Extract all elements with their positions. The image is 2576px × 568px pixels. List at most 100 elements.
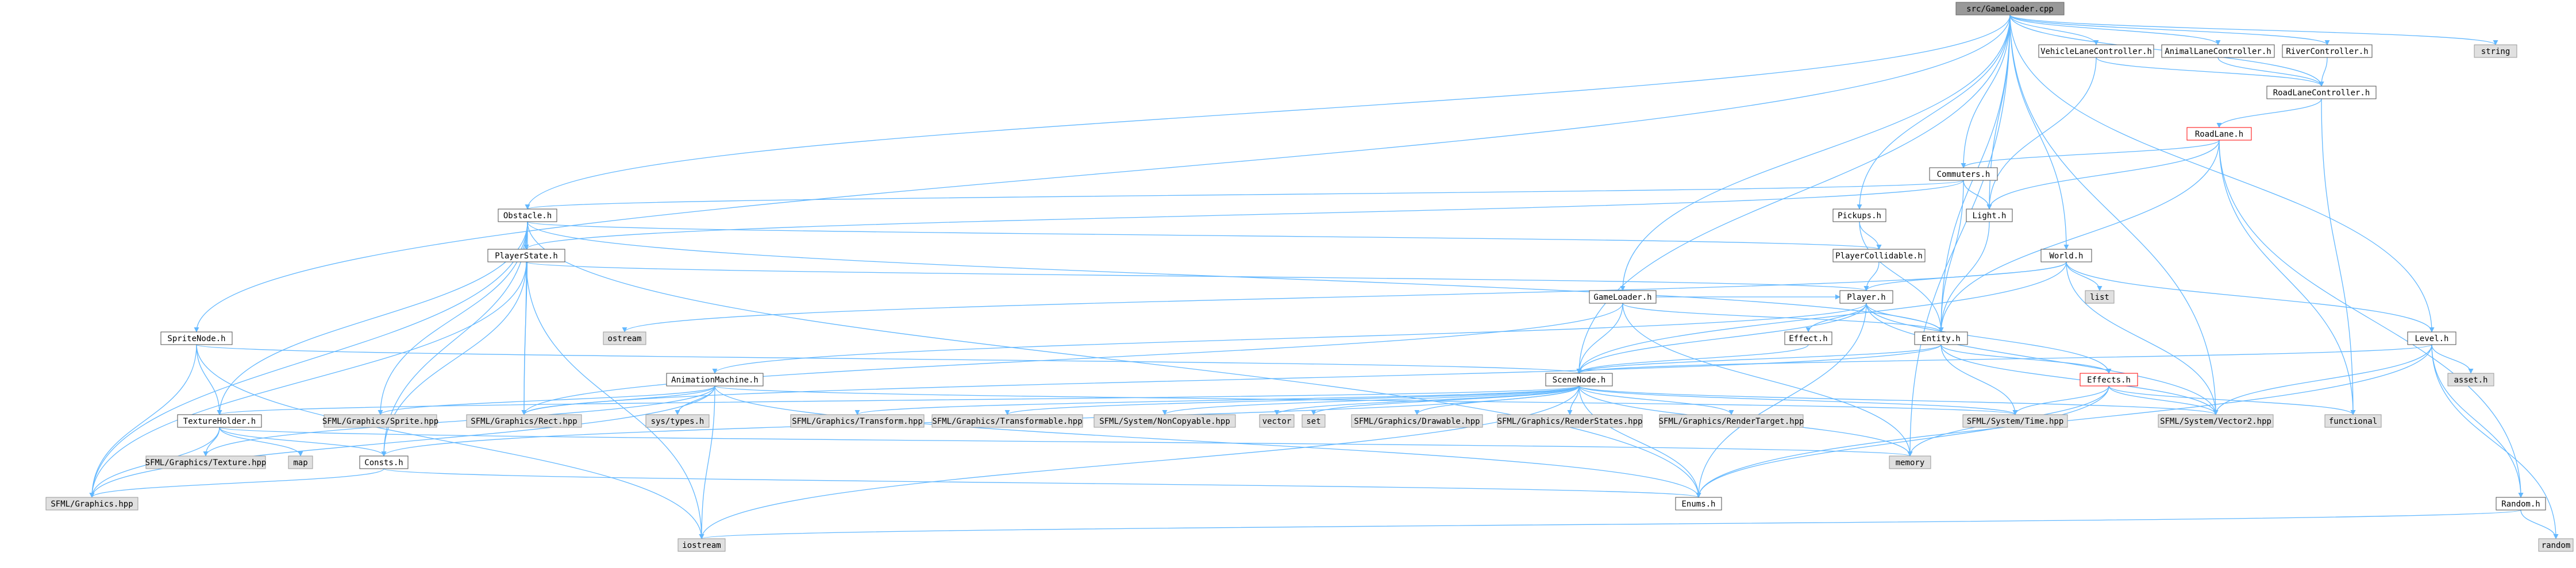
node-label-systypes: sys/types.h xyxy=(651,417,704,426)
edge-root-to-rvc xyxy=(2009,14,2330,45)
node-label-functional: functional xyxy=(2329,417,2377,426)
edge-effects-to-vector2 xyxy=(2108,385,2219,415)
node-rect: SFML/Graphics/Rect.hpp xyxy=(466,414,582,428)
nodes-layer: src/GameLoader.cpp VehicleLaneController.… xyxy=(45,2,2574,552)
node-pickups[interactable]: Pickups.h xyxy=(1832,208,1886,222)
edge-player-to-animationmachine xyxy=(712,303,1867,374)
node-label-root: src/GameLoader.cpp xyxy=(1966,5,2054,14)
node-roadlane[interactable]: RoadLane.h xyxy=(2186,127,2252,141)
node-label-noncopyable: SFML/System/NonCopyable.hpp xyxy=(1099,417,1230,426)
node-label-world: World.h xyxy=(2049,252,2083,261)
node-entity[interactable]: Entity.h xyxy=(1914,331,1968,345)
node-playerstate[interactable]: PlayerState.h xyxy=(487,249,565,262)
node-box-entity xyxy=(1914,331,1968,345)
edge-vlc-to-light xyxy=(1986,57,2097,210)
node-label-memory: memory xyxy=(1896,458,1925,467)
node-rvc[interactable]: RiverController.h xyxy=(2282,44,2373,58)
node-gameloader[interactable]: GameLoader.h xyxy=(1589,290,1657,304)
edge-world-to-level xyxy=(2066,261,2435,333)
edge-gameloader-to-entity xyxy=(1622,303,1944,333)
edge-effects-to-enums xyxy=(1696,385,2109,498)
node-box-time xyxy=(1962,414,2068,428)
node-world[interactable]: World.h xyxy=(2040,249,2092,262)
node-label-spritenode: SpriteNode.h xyxy=(167,334,225,343)
node-enums[interactable]: Enums.h xyxy=(1675,497,1722,511)
node-label-entity: Entity.h xyxy=(1922,334,1960,343)
edge-root-to-commuters xyxy=(1961,14,2011,168)
node-scenenode[interactable]: SceneNode.h xyxy=(1545,373,1613,387)
edge-player-to-vector2 xyxy=(1866,303,2219,415)
node-transformable: SFML/Graphics/Transformable.hpp xyxy=(931,414,1083,428)
node-label-playerstate: PlayerState.h xyxy=(495,252,558,261)
edge-root-to-scenenode xyxy=(1576,14,2011,374)
node-commuters[interactable]: Commuters.h xyxy=(1929,167,1998,181)
node-effects[interactable]: Effects.h xyxy=(2080,373,2138,387)
edge-animationmachine-to-texture xyxy=(203,385,715,457)
node-label-player: Player.h xyxy=(1847,293,1885,302)
node-box-drawable xyxy=(1351,414,1483,428)
node-box-spritenode xyxy=(160,331,233,345)
node-memory: memory xyxy=(1889,455,1931,469)
edge-gameloader-to-rect xyxy=(521,303,1623,415)
edge-level-to-asseth xyxy=(2431,344,2474,374)
node-box-rendertarget xyxy=(1659,414,1804,428)
edge-random-to-iostream xyxy=(699,509,2521,539)
node-box-animationmachine xyxy=(666,373,764,387)
edge-root-to-spritenode xyxy=(194,14,2011,333)
edge-pickups-to-playercollidable xyxy=(1859,221,1882,250)
edge-root-to-pickups xyxy=(1857,14,2011,210)
node-label-random: Random.h xyxy=(2501,500,2540,509)
node-rlc[interactable]: RoadLaneController.h xyxy=(2266,86,2377,99)
node-box-level xyxy=(2407,331,2456,345)
node-label-effects: Effects.h xyxy=(2087,376,2131,385)
node-ostream: ostream xyxy=(603,331,646,345)
node-label-set: set xyxy=(1306,417,1320,426)
edge-entity-to-effects xyxy=(1940,344,2112,374)
node-renderstates: SFML/Graphics/RenderStates.hpp xyxy=(1497,414,1643,428)
edge-playerstate-to-iostream xyxy=(526,261,704,539)
node-player[interactable]: Player.h xyxy=(1839,290,1893,304)
node-light[interactable]: Light.h xyxy=(1966,208,2013,222)
node-label-sprite: SFML/Graphics/Sprite.hpp xyxy=(322,417,438,426)
node-box-graphics xyxy=(45,497,138,511)
node-label-iostream: iostream xyxy=(682,541,721,550)
node-playercollidable[interactable]: PlayerCollidable.h xyxy=(1832,249,1926,262)
edge-spritenode-to-iostream xyxy=(196,344,704,539)
node-label-rvc: RiverController.h xyxy=(2286,47,2368,56)
node-noncopyable: SFML/System/NonCopyable.hpp xyxy=(1093,414,1236,428)
node-box-scenenode xyxy=(1545,373,1613,387)
edge-entity-to-time xyxy=(1940,344,2018,415)
node-box-random xyxy=(2496,497,2546,511)
node-label-randomh: random xyxy=(2542,541,2571,550)
node-label-scenenode: SceneNode.h xyxy=(1553,376,1606,385)
edge-level-to-randomh xyxy=(2431,344,2559,539)
node-label-effect: Effect.h xyxy=(1789,334,1827,343)
edge-root-to-string xyxy=(2009,14,2498,45)
edge-rlc-to-roadlane xyxy=(2216,98,2322,128)
node-root[interactable]: src/GameLoader.cpp xyxy=(1955,2,2065,16)
node-box-alc xyxy=(2161,44,2275,58)
node-string: string xyxy=(2474,44,2517,58)
node-effect[interactable]: Effect.h xyxy=(1784,331,1832,345)
edge-effects-to-time xyxy=(2012,385,2109,415)
node-random[interactable]: Random.h xyxy=(2496,497,2546,511)
node-spritenode[interactable]: SpriteNode.h xyxy=(160,331,233,345)
node-box-vlc xyxy=(2038,44,2154,58)
node-consts[interactable]: Consts.h xyxy=(359,455,409,469)
edge-textureholder-to-memory xyxy=(219,427,1912,457)
edge-spritenode-to-scenenode xyxy=(196,344,1581,374)
edge-spritenode-to-textureholder xyxy=(196,344,222,415)
edge-obstacle-to-consts xyxy=(381,221,528,457)
edge-animationmachine-to-graphics xyxy=(89,385,715,498)
node-vector2: SFML/System/Vector2.hpp xyxy=(2158,414,2274,428)
node-vlc[interactable]: VehicleLaneController.h xyxy=(2038,44,2154,58)
node-level[interactable]: Level.h xyxy=(2407,331,2456,345)
node-animationmachine[interactable]: AnimationMachine.h xyxy=(666,373,764,387)
node-obstacle[interactable]: Obstacle.h xyxy=(498,208,557,222)
node-box-player xyxy=(1839,290,1893,304)
edge-roadlane-to-functional xyxy=(2219,140,2356,415)
node-alc[interactable]: AnimalLaneController.h xyxy=(2161,44,2275,58)
node-textureholder[interactable]: TextureHolder.h xyxy=(177,414,262,428)
edge-rlc-to-functional xyxy=(2321,98,2356,415)
